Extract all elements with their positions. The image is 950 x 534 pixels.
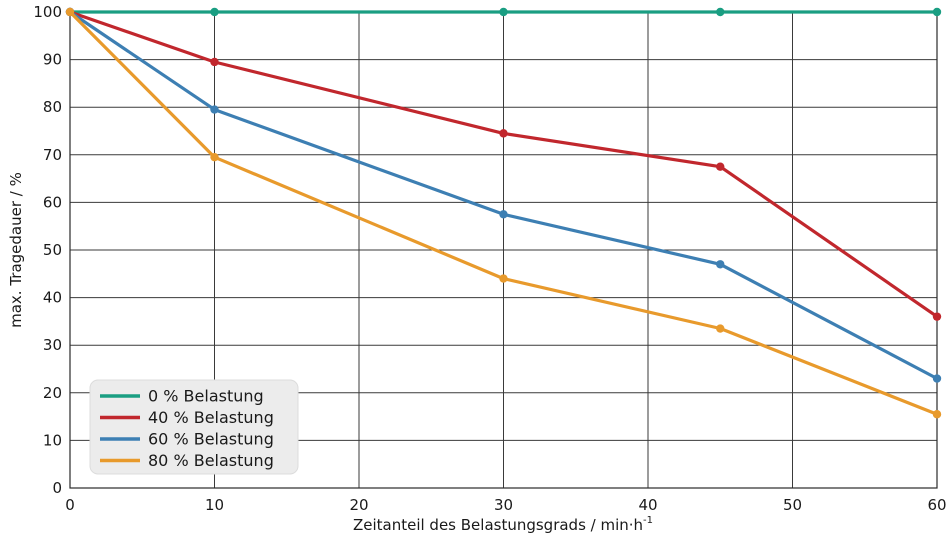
x-tick-label: 60 xyxy=(927,496,946,514)
y-axis-title: max. Tragedauer / % xyxy=(7,172,25,328)
legend-entry-label: 60 % Belastung xyxy=(148,430,274,449)
x-tick-label: 20 xyxy=(349,496,368,514)
y-tick-label: 70 xyxy=(43,146,62,164)
y-tick-label: 50 xyxy=(43,241,62,259)
y-tick-label: 0 xyxy=(52,479,62,497)
data-point xyxy=(932,312,942,321)
data-point xyxy=(932,374,942,383)
legend-entry-label: 40 % Belastung xyxy=(148,408,274,427)
x-tick-label: 50 xyxy=(783,496,802,514)
x-axis-ticks: 0 10 20 30 40 50 60 xyxy=(65,496,946,514)
data-point xyxy=(932,410,942,419)
data-point xyxy=(499,7,508,17)
x-axis-title: Zeitanteil des Belastungsgrads / min·h-1 xyxy=(353,515,653,534)
y-tick-label: 30 xyxy=(43,336,62,354)
legend-box xyxy=(89,379,299,475)
y-axis-ticks: 0 10 20 30 40 50 60 70 80 90 100 xyxy=(33,3,62,497)
y-tick-label: 10 xyxy=(43,431,62,449)
y-tick-label: 60 xyxy=(43,193,62,211)
data-point xyxy=(499,129,508,138)
y-tick-label: 90 xyxy=(43,51,62,69)
x-tick-label: 40 xyxy=(638,496,657,514)
y-tick-label: 100 xyxy=(33,3,62,21)
series-3 xyxy=(65,7,942,419)
y-tick-label: 80 xyxy=(43,98,62,116)
x-tick-label: 30 xyxy=(494,496,513,514)
x-axis-title-superscript: -1 xyxy=(643,515,653,526)
data-point xyxy=(716,260,725,269)
x-tick-label: 10 xyxy=(205,496,224,514)
series-group xyxy=(65,7,942,419)
data-point xyxy=(716,324,725,333)
data-point xyxy=(65,7,75,17)
data-point xyxy=(499,210,508,219)
series-2 xyxy=(65,7,942,383)
series-0 xyxy=(65,7,942,17)
data-point xyxy=(210,7,219,17)
y-tick-label: 20 xyxy=(43,384,62,402)
y-tick-label: 40 xyxy=(43,289,62,307)
data-point xyxy=(716,162,725,171)
data-point xyxy=(716,7,725,17)
data-point xyxy=(210,57,219,67)
legend-entry-label: 80 % Belastung xyxy=(148,451,274,470)
x-tick-label: 0 xyxy=(65,496,75,514)
x-axis-title-main: Zeitanteil des Belastungsgrads / min·h xyxy=(353,516,643,534)
data-point xyxy=(210,152,219,162)
data-point xyxy=(499,274,508,283)
data-point xyxy=(932,7,942,17)
data-point xyxy=(210,105,219,114)
legend: 0 % Belastung 40 % Belastung 60 % Belastun… xyxy=(89,379,299,475)
legend-entry-label: 0 % Belastung xyxy=(148,387,264,406)
